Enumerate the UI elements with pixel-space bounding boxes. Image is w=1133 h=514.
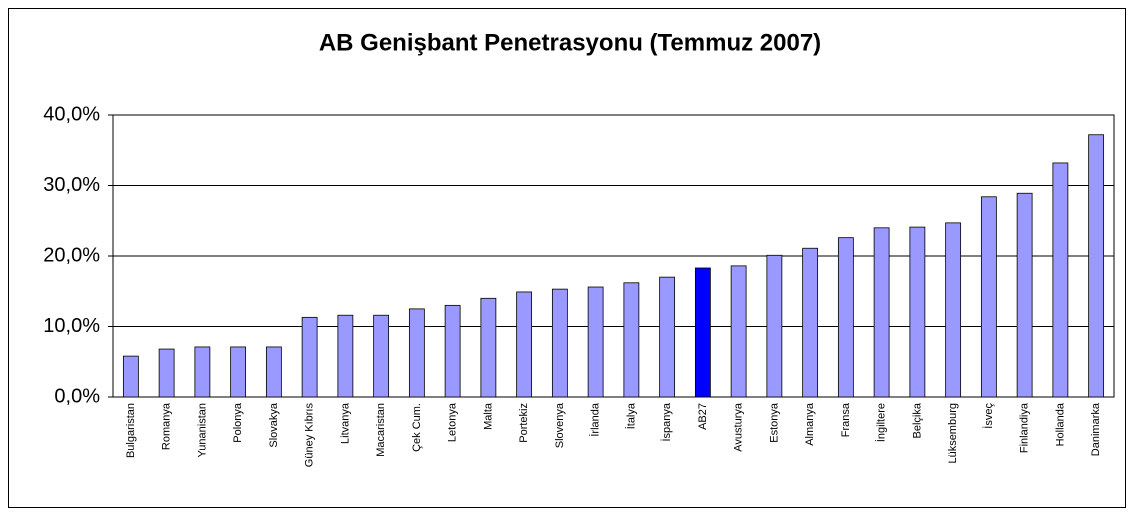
x-tick-label: Portekiz bbox=[518, 403, 530, 443]
bar bbox=[194, 346, 211, 398]
bar bbox=[265, 346, 282, 398]
bar bbox=[659, 276, 676, 398]
x-tick-label: Letonya bbox=[447, 402, 459, 442]
x-tick-label: İspanya bbox=[660, 402, 673, 441]
x-tick-label: Macaristan bbox=[375, 403, 387, 457]
bar bbox=[837, 237, 854, 398]
x-tick-label: Litvanya bbox=[339, 402, 351, 444]
bar bbox=[1052, 162, 1069, 398]
y-tick-label: 0,0% bbox=[54, 385, 100, 407]
x-tick-label: Fransa bbox=[840, 402, 852, 437]
bar bbox=[158, 348, 175, 398]
x-tick-label: Danimarka bbox=[1090, 402, 1102, 456]
bar bbox=[337, 314, 354, 398]
x-tick-label: Lüksemburg bbox=[947, 403, 959, 464]
x-tick-label: Hollanda bbox=[1054, 402, 1066, 446]
bar bbox=[551, 288, 568, 398]
x-tick-label: Almanya bbox=[804, 402, 816, 446]
bar bbox=[516, 291, 533, 398]
x-tick-label: İngiltere bbox=[875, 403, 888, 442]
bar bbox=[1088, 134, 1105, 398]
x-tick-label: Polonya bbox=[232, 402, 244, 443]
bar bbox=[945, 222, 962, 398]
bar bbox=[980, 196, 997, 398]
x-tick-label: Finlandiya bbox=[1019, 402, 1031, 453]
x-tick-label: Romanya bbox=[161, 402, 173, 450]
bar bbox=[444, 304, 461, 398]
x-tick-label: Estonya bbox=[768, 402, 780, 443]
x-tick-label: AB27 bbox=[697, 403, 709, 430]
bar bbox=[480, 297, 497, 398]
bar bbox=[408, 308, 425, 398]
bar bbox=[766, 254, 783, 398]
bar bbox=[122, 355, 139, 398]
y-tick-label: 40,0% bbox=[43, 103, 100, 125]
bar bbox=[623, 282, 640, 398]
plot-frame bbox=[112, 114, 1115, 398]
x-tick-label: Çek Cum. bbox=[411, 403, 423, 452]
x-tick-label: İrlanda bbox=[589, 402, 602, 437]
x-tick-label: İtalya bbox=[624, 402, 637, 429]
x-tick-label: Bulgaristan bbox=[125, 403, 137, 458]
x-tick-label: Slovenya bbox=[554, 402, 566, 448]
bar bbox=[802, 247, 819, 398]
x-tick-label: Malta bbox=[482, 402, 494, 430]
x-tick-label: Slovakya bbox=[268, 402, 280, 448]
bar bbox=[909, 226, 926, 398]
bar bbox=[301, 316, 318, 398]
chart-border bbox=[8, 8, 1126, 508]
bar bbox=[1016, 192, 1033, 398]
bar bbox=[587, 286, 604, 398]
bar bbox=[730, 265, 747, 398]
chart-title: AB Genişbant Penetrasyonu (Temmuz 2007) bbox=[319, 29, 821, 56]
y-tick-label: 10,0% bbox=[43, 315, 100, 337]
x-tick-label: İsveç bbox=[982, 403, 995, 429]
x-tick-label: Avusturya bbox=[733, 402, 745, 452]
x-tick-label: Güney Kıbrıs bbox=[304, 403, 316, 468]
x-tick-label: Yunanistan bbox=[196, 403, 208, 457]
y-tick-label: 30,0% bbox=[43, 174, 100, 196]
y-tick-label: 20,0% bbox=[43, 244, 100, 266]
x-tick-label: Belçika bbox=[911, 402, 923, 438]
bar bbox=[230, 346, 247, 398]
bar bbox=[373, 314, 390, 398]
bar bbox=[873, 227, 890, 398]
bar bbox=[694, 267, 711, 398]
